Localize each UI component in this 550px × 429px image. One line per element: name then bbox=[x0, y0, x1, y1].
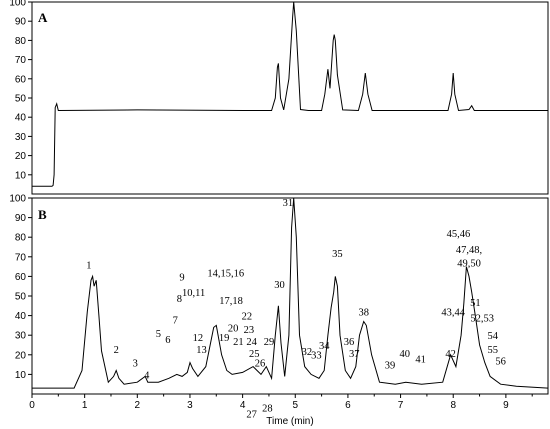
peak-label: 2 bbox=[114, 345, 119, 356]
x-tick-label: 6 bbox=[345, 400, 351, 411]
peak-label: 39 bbox=[385, 361, 396, 372]
peak-label: 8 bbox=[177, 294, 182, 305]
panel-a-frame bbox=[31, 1, 549, 195]
y-tick-label: 90 bbox=[15, 17, 27, 28]
y-tick-label: 70 bbox=[15, 55, 27, 66]
y-tick-label: 10 bbox=[15, 370, 27, 381]
panel-b-y-ticks: 10 20 30 40 50 60 70 80 90 100 bbox=[9, 194, 32, 381]
peak-label: 32 bbox=[302, 347, 313, 358]
peak-label: 29 bbox=[264, 337, 275, 348]
peak-label: 25 bbox=[249, 349, 260, 360]
y-tick-label: 80 bbox=[15, 36, 27, 47]
y-tick-label: 50 bbox=[15, 94, 27, 105]
peak-label: 37 bbox=[349, 349, 360, 360]
peak-label: 47,48, bbox=[456, 245, 482, 256]
x-tick-label: 4 bbox=[240, 400, 246, 411]
panel-a-y-ticks: 10 20 30 40 50 60 70 80 90 100 bbox=[9, 0, 32, 181]
peak-label: 17,18 bbox=[219, 296, 243, 307]
panel-b-trace bbox=[32, 197, 549, 389]
peak-label: 20 bbox=[228, 323, 239, 334]
y-tick-label: 10 bbox=[15, 170, 27, 181]
peak-label: 30 bbox=[274, 280, 285, 291]
y-tick-label: 60 bbox=[15, 272, 27, 283]
panel-a-trace bbox=[32, 1, 548, 187]
peak-label: 42 bbox=[445, 349, 456, 360]
peak-label: 40 bbox=[400, 349, 411, 360]
peak-label: 14,15,16 bbox=[207, 268, 244, 279]
peak-label: 12 bbox=[193, 333, 204, 344]
y-tick-label: 60 bbox=[15, 74, 27, 85]
peak-label: 51 bbox=[470, 298, 481, 309]
peak-label: 9 bbox=[179, 272, 184, 283]
peak-label: 23 bbox=[244, 325, 255, 336]
y-tick-label: 70 bbox=[15, 252, 27, 263]
peak-label: 35 bbox=[332, 249, 343, 260]
peak-label: 21 bbox=[233, 337, 244, 348]
peak-label: 49,50 bbox=[457, 259, 481, 270]
peak-label: 54 bbox=[487, 331, 498, 342]
peak-label: 22 bbox=[242, 312, 253, 323]
peak-label: 10,11 bbox=[182, 288, 205, 299]
peak-label: 5 bbox=[156, 329, 161, 340]
x-tick-label: 2 bbox=[135, 400, 141, 411]
peak-label: 41 bbox=[415, 355, 426, 366]
y-tick-label: 20 bbox=[15, 350, 27, 361]
x-tick-label: 1 bbox=[82, 400, 88, 411]
peak-label: 43,44 bbox=[441, 308, 465, 319]
x-tick-label: 0 bbox=[29, 400, 35, 411]
y-tick-label: 90 bbox=[15, 213, 27, 224]
peak-label: 3 bbox=[133, 359, 138, 370]
peak-label: 13 bbox=[196, 345, 207, 356]
y-tick-label: 40 bbox=[15, 311, 27, 322]
x-tick-label: 5 bbox=[292, 400, 298, 411]
x-tick-label: 9 bbox=[503, 400, 509, 411]
peak-label: 45,46 bbox=[447, 229, 471, 240]
y-tick-label: 100 bbox=[9, 0, 26, 9]
peak-label: 34 bbox=[319, 341, 330, 352]
panel-b-peak-labels: 12345678910,11121314,15,1617,18192021222… bbox=[86, 198, 506, 421]
peak-label: 55 bbox=[487, 345, 498, 356]
peak-label: 28 bbox=[262, 404, 273, 415]
peak-label: 7 bbox=[173, 315, 178, 326]
x-tick-label: 7 bbox=[398, 400, 404, 411]
y-tick-label: 20 bbox=[15, 151, 27, 162]
x-axis-label: Time (min) bbox=[266, 416, 313, 427]
peak-label: 1 bbox=[86, 261, 91, 272]
y-tick-label: 80 bbox=[15, 233, 27, 244]
peak-label: 24 bbox=[246, 337, 257, 348]
x-tick-label: 3 bbox=[187, 400, 193, 411]
panel-a-label: A bbox=[38, 10, 48, 25]
peak-label: 38 bbox=[358, 308, 369, 319]
peak-label: 33 bbox=[311, 351, 322, 362]
peak-label: 52,53 bbox=[470, 313, 494, 324]
peak-label: 31 bbox=[283, 198, 294, 209]
peak-label: 4 bbox=[144, 370, 150, 381]
y-tick-label: 30 bbox=[15, 132, 27, 143]
peak-label: 27 bbox=[246, 410, 257, 421]
y-tick-label: 50 bbox=[15, 292, 27, 303]
peak-label: 19 bbox=[219, 333, 230, 344]
peak-label: 56 bbox=[495, 357, 506, 368]
peak-label: 36 bbox=[344, 337, 355, 348]
panel-b-x-ticks: 0 1 2 3 4 5 6 7 8 9 bbox=[29, 394, 533, 411]
peak-label: 6 bbox=[165, 335, 170, 346]
y-tick-label: 30 bbox=[15, 331, 27, 342]
y-tick-label: 40 bbox=[15, 113, 27, 124]
panel-a: 10 20 30 40 50 60 70 80 90 100 A bbox=[9, 0, 549, 195]
x-tick-label: 8 bbox=[450, 400, 456, 411]
y-tick-label: 100 bbox=[9, 194, 26, 205]
peak-label: 26 bbox=[255, 359, 266, 370]
panel-b-label: B bbox=[38, 207, 47, 222]
